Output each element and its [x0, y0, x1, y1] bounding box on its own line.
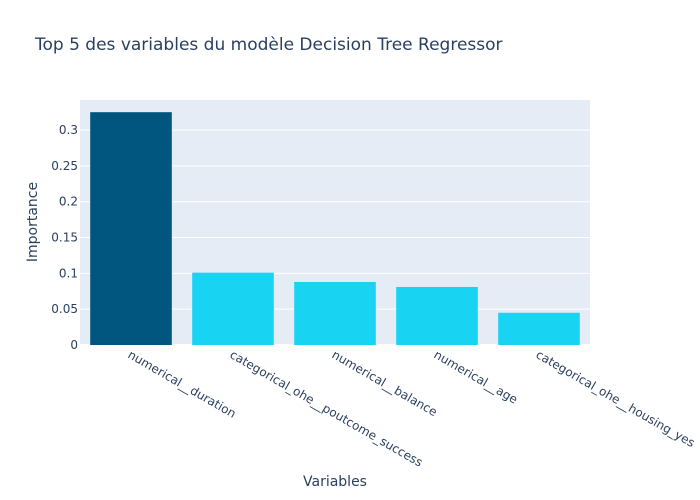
bar: [396, 286, 478, 345]
bar: [498, 312, 580, 345]
y-axis-title: Importance: [25, 182, 41, 262]
y-tick-label: 0.15: [51, 231, 78, 245]
chart-title: Top 5 des variables du modèle Decision T…: [34, 35, 503, 55]
x-axis-ticks: numerical__durationcategorical_ohe__pout…: [126, 347, 698, 469]
y-axis-ticks: 0 0.05 0.1 0.15 0.2 0.25 0.3: [51, 123, 78, 352]
bar: [192, 272, 274, 345]
y-tick-label: 0.1: [59, 266, 78, 280]
x-tick-label: numerical__age: [432, 347, 521, 406]
y-tick-label: 0.25: [51, 159, 78, 173]
y-tick-label: 0.2: [59, 195, 78, 209]
x-tick-label: categorical_ohe__poutcome_success: [228, 347, 426, 469]
bar: [90, 112, 172, 345]
y-tick-label: 0.05: [51, 302, 78, 316]
x-tick-label: numerical__balance: [330, 347, 440, 419]
x-tick-label: categorical_ohe__housing_yes: [534, 347, 698, 450]
x-tick-label: numerical__duration: [126, 347, 239, 420]
y-tick-label: 0.3: [59, 123, 78, 137]
x-axis-title: Variables: [303, 474, 367, 490]
bars: [90, 112, 580, 345]
bar: [294, 281, 376, 345]
y-tick-label: 0: [70, 338, 78, 352]
